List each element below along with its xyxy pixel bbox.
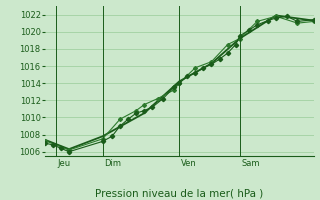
Text: Jeu: Jeu xyxy=(57,159,70,168)
Text: Ven: Ven xyxy=(180,159,196,168)
Text: Dim: Dim xyxy=(104,159,121,168)
Text: Sam: Sam xyxy=(241,159,260,168)
Text: Pression niveau de la mer( hPa ): Pression niveau de la mer( hPa ) xyxy=(95,189,263,199)
